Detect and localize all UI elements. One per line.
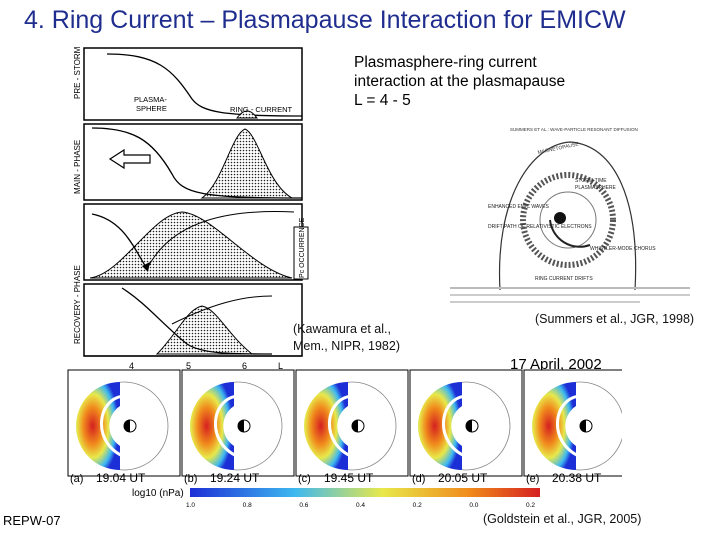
plasmapause-line: [214, 394, 243, 460]
plasmasphere-curve: [91, 127, 303, 199]
caption-line: Mem., NIPR, 1982): [293, 339, 400, 353]
slide-title: 4. Ring Current – Plasmapause Interactio…: [24, 6, 626, 34]
ring-current-fill: [155, 305, 254, 355]
storm-time-label: STORM-TIME: [575, 178, 607, 184]
pressure-map-panel: (d) 20:05 UT: [409, 369, 523, 485]
plasmapause-line: [100, 394, 129, 460]
occurrence-label: Pc OCCURRENCE: [299, 217, 306, 278]
x-tick-label: 4: [129, 361, 134, 371]
phase-label: RECOVERY - PHASE: [73, 265, 82, 344]
kawamura-figure: PLASMA- SPHERE RING - CURRENT Pc OCCURRE…: [73, 46, 309, 371]
plasmasphere-curve: [121, 287, 273, 355]
plasmapause-line: [442, 394, 471, 460]
recovery-arrow: [171, 295, 273, 325]
drift-path: [549, 219, 591, 248]
colorbar-tick: 1.0: [186, 502, 195, 509]
left-arrow-icon: [108, 148, 151, 170]
plasmasphere-label: PLASMASPHERE: [575, 185, 617, 191]
x-tick-label: 6: [242, 361, 247, 371]
panel-letter: (a): [70, 473, 83, 485]
summers-figure: SUMMERS ET AL.: WAVE-PARTICLE RESONANT D…: [450, 127, 690, 303]
goldstein-caption: (Goldstein et al., JGR, 2005): [483, 512, 642, 526]
whistler-label: WHISTLER-MODE CHORUS: [590, 246, 656, 252]
event-date: 17 April, 2002: [510, 356, 602, 373]
ring-current-bump: [236, 110, 258, 119]
ring-current-zone: [520, 172, 616, 268]
panel-time: 19:45 UT: [324, 471, 374, 485]
x-tick-label: 5: [186, 361, 191, 371]
drift-path-label: DRIFT PATH OF RELATIVISTIC ELECTRONS: [488, 224, 592, 230]
magnetopause-line: [498, 141, 637, 291]
plasmasphere-label: PLASMA-: [134, 95, 167, 104]
earth-icon: [554, 212, 566, 224]
colorbar-tick: 0.0: [469, 502, 478, 509]
recovery-arrow: [146, 211, 295, 270]
panel-time: 19:24 UT: [210, 471, 260, 485]
plasmapause-line: [328, 394, 357, 460]
plasmasphere-curve: [91, 213, 148, 270]
colorbar-tick: 0.2: [526, 502, 535, 509]
goldstein-figure: (a) 19:04 UT (b) 19:24 UT (c) 19:45 UT (d) 20:0…: [67, 369, 622, 509]
description-line: Plasmasphere-ring current: [354, 54, 537, 71]
figure-header: SUMMERS ET AL.: WAVE-PARTICLE RESONANT D…: [510, 127, 638, 132]
phase-label: PRE - STORM: [73, 46, 82, 99]
plasmapause-line: [556, 394, 585, 460]
panel-letter: (e): [526, 473, 539, 485]
colorbar-tick: 0.8: [243, 502, 252, 509]
pressure-map-panel: (e) 20:38 UT: [523, 369, 622, 485]
slide-description: Plasmasphere-ring current interaction at…: [354, 53, 565, 110]
ring-current-fill: [200, 128, 294, 199]
pressure-map-panel: (c) 19:45 UT: [295, 369, 409, 485]
plasmasphere-label: SPHERE: [136, 104, 167, 113]
panel-time: 19:04 UT: [96, 471, 146, 485]
colorbar: [190, 488, 540, 497]
colorbar-tick: 0.2: [413, 502, 422, 509]
pressure-map-panel: (b) 19:24 UT: [181, 369, 295, 485]
colorbar-label: log10 (nPa): [132, 488, 184, 499]
ring-current-label: RING - CURRENT: [230, 105, 292, 114]
panel-letter: (c): [298, 473, 311, 485]
panel-time: 20:38 UT: [552, 471, 602, 485]
panel-letter: (b): [184, 473, 197, 485]
pressure-map-panel: (a) 19:04 UT: [67, 369, 181, 485]
plasmasphere-ring: [539, 191, 597, 249]
enhanced-emic-label: ENHANCED EMIC WAVES: [488, 204, 550, 210]
occurrence-box: [293, 226, 309, 280]
panel-letter: (d): [412, 473, 425, 485]
kawamura-caption: (Kawamura et al., Mem., NIPR, 1982): [293, 321, 400, 355]
summers-caption: (Summers et al., JGR, 1998): [535, 312, 695, 326]
colorbar-tick: 0.4: [356, 502, 365, 509]
panel-time: 20:05 UT: [438, 471, 488, 485]
phase-label: MAIN - PHASE: [73, 140, 82, 194]
magnetopause-label: MAGNETOPAUSE: [537, 141, 580, 156]
x-tick-label: L: [278, 361, 283, 371]
prestorm-panel: [83, 47, 303, 121]
ring-current-fill: [89, 211, 293, 279]
description-line: L = 4 - 5: [354, 92, 411, 109]
description-line: interaction at the plasmapause: [354, 73, 566, 90]
caption-line: (Kawamura et al.,: [293, 322, 391, 336]
arrow-head-icon: [142, 262, 150, 272]
footer-label: REPW-07: [3, 513, 61, 528]
colorbar-tick: 0.6: [299, 502, 308, 509]
ring-current-drifts-label: RING CURRENT DRIFTS: [535, 276, 593, 282]
